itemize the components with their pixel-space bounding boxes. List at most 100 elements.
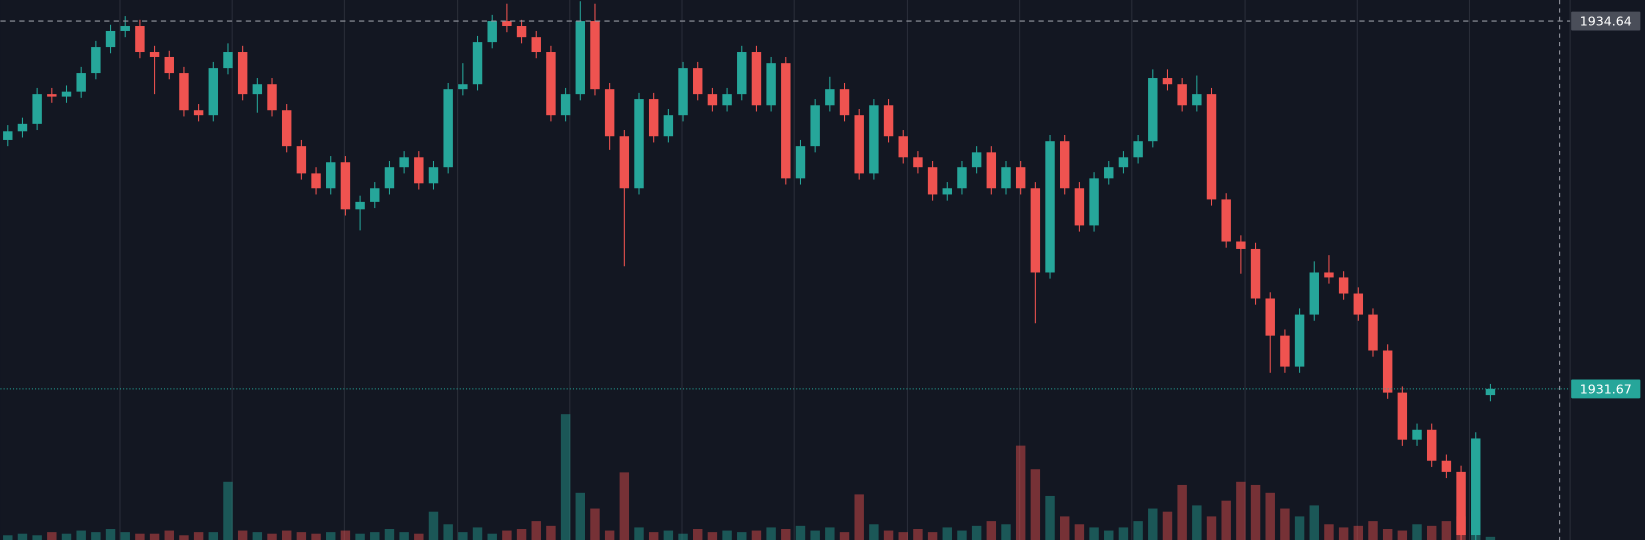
volume-bar: [927, 532, 938, 540]
candle-body: [590, 21, 600, 90]
volume-bar: [942, 527, 952, 540]
volume-bar: [443, 524, 453, 540]
candle-body: [208, 68, 219, 116]
candle-body: [1030, 188, 1041, 273]
volume-bar: [693, 528, 703, 540]
volume-bar: [546, 525, 556, 540]
volume-bar: [1089, 527, 1099, 540]
candle-body: [17, 123, 28, 132]
volume-bar: [986, 521, 997, 540]
volume-bar: [1324, 524, 1334, 540]
volume-bar: [1045, 495, 1055, 540]
candle-body: [1397, 392, 1408, 440]
volume-bar: [869, 524, 879, 540]
candle-body: [1368, 314, 1378, 351]
candle-body: [1118, 157, 1129, 168]
candle-body: [1250, 248, 1261, 299]
volume-bar: [32, 535, 42, 540]
candle-body: [1221, 199, 1231, 242]
volume-bar: [1001, 524, 1011, 540]
candle-body: [355, 201, 365, 210]
candle-body: [414, 157, 424, 184]
volume-bar: [781, 528, 791, 540]
volume-bar: [61, 533, 72, 540]
price-line-layer: 1934.64 1931.67: [0, 11, 1641, 399]
volume-bar: [208, 532, 219, 540]
candle-body: [1162, 78, 1173, 85]
candle-body: [76, 73, 86, 92]
candle-body: [1412, 429, 1422, 440]
candle-body: [237, 52, 248, 95]
volume-bar: [1030, 469, 1041, 540]
candle-body: [472, 42, 483, 85]
candle-body: [825, 89, 835, 106]
volume-bar: [179, 535, 189, 540]
candle-body: [810, 105, 820, 147]
candle-body: [1294, 314, 1305, 367]
candle-body: [986, 152, 997, 189]
candle-body: [957, 167, 967, 189]
candle-body: [854, 115, 864, 174]
price-label: 1934.64: [1580, 14, 1632, 29]
volume-bar: [1192, 505, 1202, 540]
volume-bar: [135, 533, 145, 540]
candle-body: [3, 131, 13, 140]
volume-bar: [810, 530, 820, 540]
candle-body: [1059, 141, 1070, 189]
candle-body: [1045, 141, 1055, 273]
volume-bar: [1353, 525, 1364, 540]
volume-bar: [898, 532, 908, 540]
volume-bar: [1221, 500, 1231, 540]
volume-bar: [17, 533, 28, 540]
candle-body: [942, 188, 952, 195]
volume-bar: [458, 532, 468, 540]
volume-bar: [839, 532, 850, 540]
volume-bar: [971, 525, 982, 540]
volume-bar: [1426, 525, 1437, 540]
candle-body: [531, 37, 541, 53]
candle-body: [399, 157, 409, 168]
candle-body: [1485, 388, 1496, 396]
volume-bar: [913, 528, 923, 540]
candle-body: [737, 52, 747, 95]
candle-body: [1148, 78, 1158, 142]
price-label: 1931.67: [1580, 381, 1632, 396]
candle-body: [619, 136, 630, 189]
candle-body: [1104, 167, 1114, 179]
volume-bar: [487, 533, 497, 540]
candle-body: [781, 63, 791, 179]
volume-bar: [1441, 521, 1452, 540]
volume-bar: [1015, 445, 1026, 540]
candle-body: [1382, 350, 1393, 393]
volume-bar: [1412, 524, 1422, 540]
volume-bar: [883, 530, 894, 540]
candle-body: [193, 110, 204, 116]
candle-body: [120, 26, 130, 31]
volume-bar: [634, 527, 644, 540]
candle-body: [575, 21, 586, 95]
candle-body: [678, 68, 688, 116]
candle-body: [1471, 438, 1481, 536]
candle-body: [516, 26, 527, 38]
volume-bar: [1236, 481, 1246, 540]
candle-body: [546, 52, 556, 116]
volume-bar: [120, 532, 130, 540]
candle-body: [1456, 471, 1466, 536]
candle-body: [722, 94, 732, 106]
volume-bar: [1368, 521, 1378, 540]
volume-bar: [311, 533, 321, 540]
candle-body: [1426, 429, 1437, 461]
candle-body: [32, 94, 42, 124]
volume-bar: [560, 414, 571, 540]
volume-bar: [1118, 527, 1129, 540]
volume-bar: [1074, 524, 1085, 540]
volume-bar: [414, 533, 424, 540]
volume-bar: [223, 481, 233, 540]
candle-body: [135, 26, 145, 53]
volume-bar: [1338, 527, 1349, 540]
candle-body: [91, 47, 101, 74]
volume-bar: [340, 530, 351, 540]
volume-bar: [1309, 505, 1319, 540]
